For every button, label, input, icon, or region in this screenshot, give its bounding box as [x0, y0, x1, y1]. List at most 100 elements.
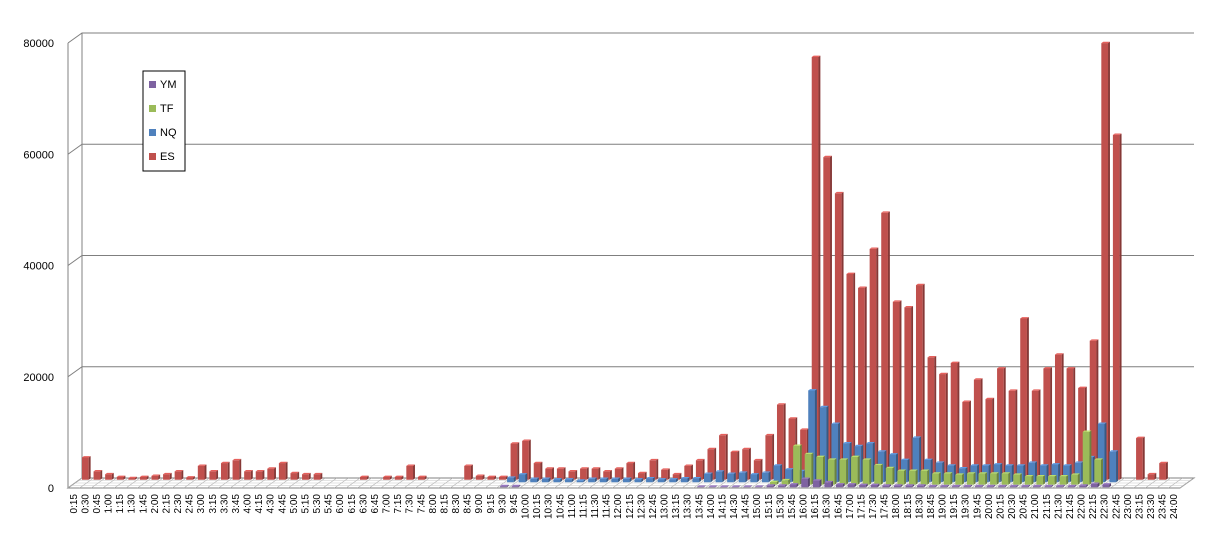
bar-top [1016, 464, 1026, 466]
bar-front [487, 476, 495, 480]
bar-side [811, 452, 814, 485]
bar [812, 479, 822, 488]
bar-top [1013, 473, 1022, 475]
x-tick-label: 10:00 [521, 494, 532, 519]
bar [743, 485, 752, 488]
x-tick-label: 22:30 [1100, 494, 1111, 519]
x-tick-label: 17:15 [856, 494, 867, 519]
bar-top [904, 305, 914, 308]
bar-front [93, 471, 101, 480]
x-tick-label: 4:15 [254, 494, 265, 514]
bar-front [808, 390, 815, 483]
bar-front [1059, 476, 1067, 485]
bar [611, 477, 620, 483]
bar-front [1043, 368, 1051, 480]
bar-top [1102, 483, 1112, 485]
bar-side [846, 458, 849, 485]
bar-side [748, 447, 751, 480]
bar-top [804, 452, 814, 455]
x-tick-label: 12:00 [613, 494, 624, 519]
bar [978, 472, 988, 485]
bar-top [406, 464, 415, 466]
bar-side [773, 484, 776, 488]
bar [912, 436, 922, 483]
x-tick-label: 0:15 [69, 494, 80, 514]
bar [81, 456, 91, 480]
bar-side [973, 472, 976, 485]
bar [1112, 133, 1122, 480]
bar-side [738, 485, 741, 488]
bar [955, 473, 964, 485]
bar-side [938, 472, 941, 485]
bar-top [816, 455, 825, 457]
bar-side [1104, 422, 1107, 483]
bar [692, 476, 702, 483]
bar [943, 472, 953, 485]
bar-front [1147, 474, 1155, 480]
bar-top [793, 444, 802, 446]
series-ym-bars [500, 477, 1112, 488]
bar-top [874, 463, 883, 466]
bar-top [885, 466, 895, 469]
bar-front [1054, 354, 1062, 480]
x-tick-label: 13:00 [660, 494, 671, 519]
bar-top [1082, 430, 1092, 432]
bar [997, 367, 1006, 480]
bar [793, 444, 802, 485]
bar-front [1009, 486, 1017, 488]
bar [1109, 450, 1119, 483]
bar-front [139, 476, 147, 480]
bar-front [773, 465, 781, 483]
bar-top [808, 389, 817, 391]
bar [116, 475, 126, 480]
bar-top [905, 484, 915, 486]
bar-front [862, 459, 870, 485]
bar-side [320, 472, 323, 480]
bar-front [1013, 474, 1020, 485]
bar-top [973, 378, 983, 380]
bar [1094, 458, 1103, 485]
bar-side [911, 305, 914, 480]
bar-side [703, 485, 706, 488]
bar-front [804, 454, 812, 485]
bar [703, 472, 713, 483]
bar [1097, 422, 1107, 483]
bar-top [1020, 317, 1029, 319]
bar-top [769, 480, 779, 482]
bar-top [680, 476, 690, 479]
bar-top [892, 300, 902, 302]
bar-top [1051, 463, 1061, 465]
bar-front [811, 57, 819, 480]
bar-side [1154, 472, 1157, 480]
bar-top [163, 472, 172, 475]
bar [290, 471, 300, 480]
x-tick-label: 24:00 [1169, 494, 1180, 519]
bar-front [765, 435, 773, 480]
bar-top [487, 475, 497, 477]
bar [719, 433, 728, 480]
bar-top [819, 405, 829, 408]
bar-top [719, 433, 728, 436]
bar-side [227, 461, 230, 480]
bar-front [847, 484, 855, 488]
x-tick-label: 6:15 [347, 494, 358, 514]
x-tick-label: 6:30 [358, 494, 369, 514]
bar [545, 467, 554, 480]
bar-front [545, 468, 553, 480]
bar [1024, 475, 1034, 485]
bar-side [776, 480, 779, 485]
bar-side [1028, 484, 1030, 488]
bar-front [1101, 43, 1109, 480]
bar [742, 447, 751, 480]
x-tick-label: 14:45 [741, 494, 752, 519]
bar [730, 450, 740, 480]
bar-top [1047, 475, 1057, 477]
bar-top [750, 473, 759, 475]
x-tick-label: 3:15 [208, 494, 219, 514]
bar-front [904, 307, 912, 480]
bar [939, 372, 948, 480]
bar-top [720, 485, 729, 487]
bar [892, 300, 902, 480]
bar-front [1097, 423, 1105, 483]
y-tick-label: 60000 [23, 149, 54, 161]
